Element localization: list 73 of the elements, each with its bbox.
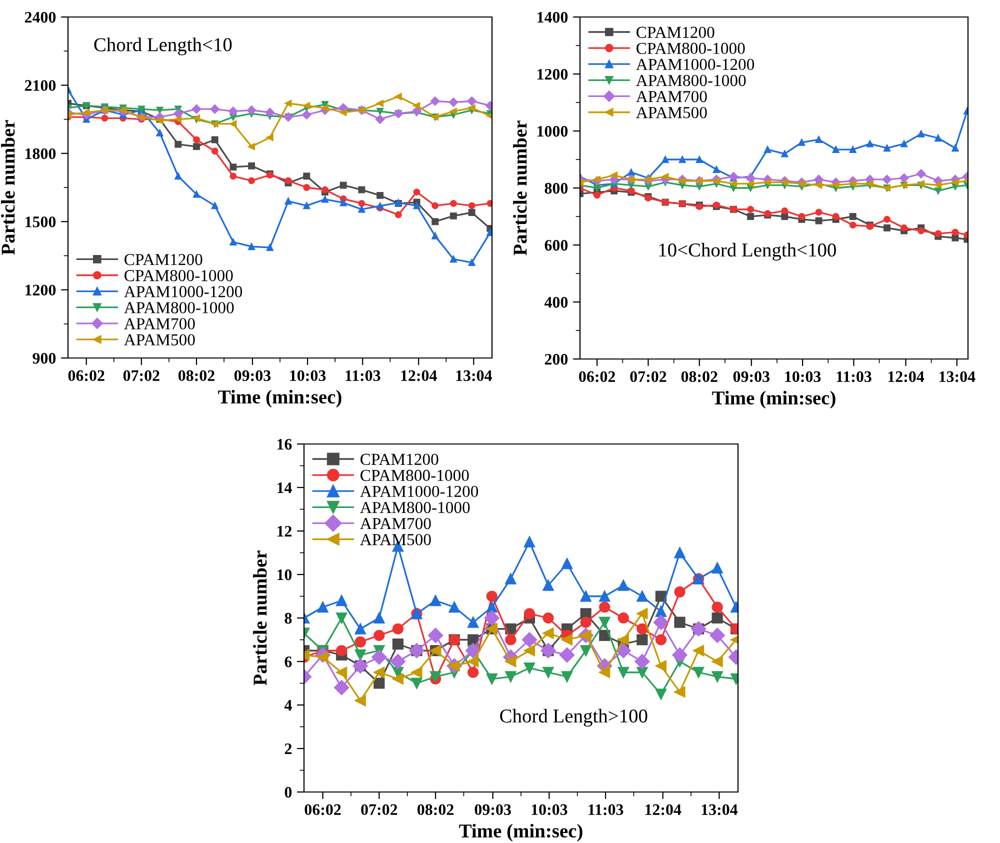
annotation: 10<Chord Length<100 (659, 242, 836, 261)
x-tick-label: 08:02 (681, 371, 718, 382)
y-tick-label: 800 (544, 182, 568, 194)
y-tick-label: 10 (278, 569, 292, 580)
legend-label: APAM500 (360, 534, 431, 546)
annotation: Chord Length<10 (94, 38, 232, 56)
x-tick-label: 11:03 (346, 370, 380, 382)
x-tick-label: 06:02 (304, 804, 341, 816)
x-tick-label: 06:02 (68, 370, 104, 382)
legend-label: CPAM800-1000 (360, 470, 469, 482)
x-tick-label: 12:04 (645, 804, 682, 816)
y-tick-label: 16 (278, 438, 292, 450)
x-tick-label: 06:02 (579, 371, 615, 382)
x-axis-title: Time (min:sec) (218, 390, 342, 408)
legend-label: APAM500 (636, 106, 707, 118)
legend-label: CPAM800-1000 (124, 270, 233, 282)
x-tick-label: 12:04 (888, 371, 924, 382)
legend-label: APAM1000-1200 (636, 58, 754, 70)
x-tick-label: 09:03 (733, 371, 770, 382)
x-tick-label: 11:03 (836, 371, 872, 382)
x-tick-label: 08:02 (417, 804, 454, 816)
y-axis-title: Particle number (513, 120, 527, 256)
y-tick-label: 4 (284, 700, 292, 711)
y-tick-label: 12 (278, 526, 292, 537)
y-tick-label: 14 (278, 482, 292, 494)
legend-label: APAM800-1000 (124, 302, 234, 314)
annotation: Chord Length>100 (500, 708, 648, 727)
y-axis-title: Particle number (1, 120, 15, 255)
x-tick-label: 13:04 (456, 370, 492, 382)
x-axis-title: Time (min:sec) (712, 390, 836, 408)
y-tick-label: 2100 (24, 80, 56, 91)
y-tick-label: 1400 (538, 12, 568, 23)
y-tick-label: 1200 (538, 68, 568, 80)
legend-label: APAM700 (124, 318, 195, 330)
y-tick-label: 400 (544, 296, 568, 308)
y-tick-label: 8 (284, 612, 292, 624)
x-tick-label: 07:02 (630, 371, 666, 382)
legend-label: CPAM800-1000 (636, 42, 745, 54)
legend-label: APAM1000-1200 (360, 486, 478, 498)
y-tick-label: 2400 (24, 12, 56, 23)
x-tick-label: 07:02 (361, 804, 398, 816)
legend-label: APAM800-1000 (360, 502, 470, 514)
x-axis-title: Time (min:sec) (459, 824, 582, 842)
legend-label: CPAM1200 (636, 26, 714, 38)
y-tick-label: 6 (284, 656, 292, 668)
y-axis-title: Particle number (253, 550, 267, 686)
y-tick-label: 0 (284, 786, 292, 798)
y-tick-label: 2 (284, 743, 292, 754)
y-tick-label: 1500 (26, 216, 56, 228)
x-tick-label: 10:03 (290, 370, 326, 382)
x-tick-label: 10:03 (785, 371, 821, 382)
legend-label: APAM1000-1200 (124, 286, 242, 298)
x-tick-label: 10:03 (532, 804, 568, 816)
x-tick-label: 11:03 (588, 804, 624, 816)
y-tick-label: 1000 (538, 126, 568, 137)
legend-label: CPAM1200 (124, 254, 202, 266)
legend-label: APAM800-1000 (636, 74, 746, 86)
x-tick-label: 07:02 (123, 370, 160, 382)
x-tick-label: 08:02 (178, 370, 214, 382)
legend-label: APAM500 (124, 334, 195, 346)
legend-label: APAM700 (636, 90, 707, 102)
x-tick-label: 12:04 (401, 370, 437, 382)
y-tick-label: 600 (544, 240, 568, 251)
y-tick-label: 1800 (26, 148, 56, 160)
legend-label: APAM700 (360, 518, 431, 530)
x-tick-label: 09:03 (234, 370, 271, 382)
x-tick-label: 13:04 (702, 804, 738, 816)
legend-label: CPAM1200 (360, 454, 438, 465)
y-tick-label: 900 (32, 352, 56, 364)
x-tick-label: 09:03 (474, 804, 511, 816)
y-tick-label: 1200 (26, 284, 56, 296)
y-tick-label: 200 (544, 354, 568, 365)
x-tick-label: 13:04 (940, 371, 976, 382)
